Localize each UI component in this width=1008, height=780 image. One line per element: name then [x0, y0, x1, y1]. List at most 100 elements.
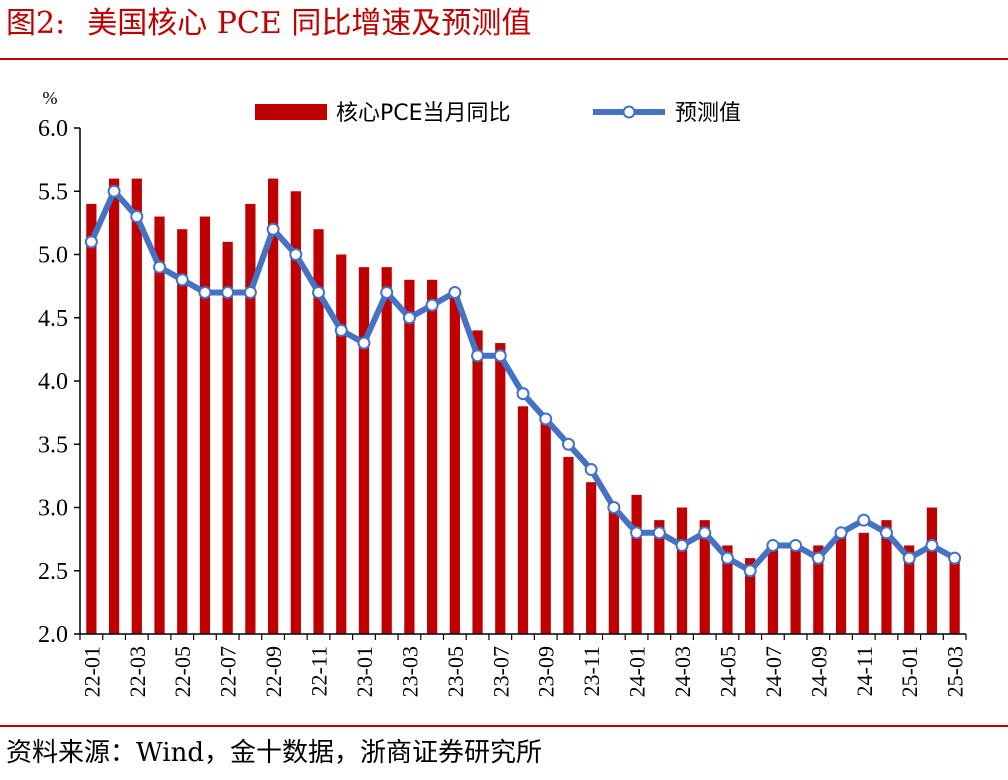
forecast-point: [153, 260, 167, 274]
x-tick-label: 23-01: [352, 646, 377, 697]
bar: [949, 558, 960, 634]
x-tick-label: 22-09: [261, 646, 286, 697]
bar: [563, 456, 574, 634]
bar: [495, 343, 506, 634]
forecast-point: [743, 564, 757, 578]
forecast-point: [84, 235, 98, 249]
x-tick-label: 23-07: [488, 646, 513, 697]
x-tick-label: 24-03: [670, 646, 695, 697]
x-tick-label: 22-01: [79, 646, 104, 697]
x-tick-label: 24-09: [806, 646, 831, 697]
bar: [676, 507, 688, 634]
pce-chart: 2.0 2.5 3.0 3.5 4.0 4.5 5.0 5.5 6.0% 22-01 22-03 22…: [38, 88, 968, 697]
y-tick-label: 4.0: [38, 369, 68, 395]
forecast-point: [539, 412, 553, 426]
bar: [245, 203, 256, 634]
legend-bar-label: 核心PCE当月同比: [336, 101, 511, 126]
forecast-point: [879, 526, 893, 540]
x-tick-label: 23-09: [534, 646, 559, 697]
y-tick-label: 3.5: [38, 432, 68, 458]
bar: [722, 545, 733, 634]
y-tick-label: 2.5: [38, 559, 68, 585]
x-tick-label: 24-05: [715, 646, 740, 697]
y-tick-label: 4.5: [38, 306, 68, 332]
forecast-point: [471, 349, 485, 363]
y-tick-label: 5.0: [38, 243, 68, 269]
y-unit-label: %: [43, 88, 58, 108]
forecast-point: [857, 513, 871, 527]
bar: [904, 545, 915, 634]
forecast-point: [334, 323, 348, 337]
bar: [427, 279, 438, 634]
forecast-point: [811, 551, 825, 565]
forecast-point: [175, 273, 189, 287]
forecast-point: [402, 311, 416, 325]
forecast-point: [652, 526, 666, 540]
forecast-point: [107, 184, 121, 198]
bar: [131, 178, 142, 634]
y-tick-label: 5.5: [38, 179, 68, 205]
forecast-point: [630, 526, 644, 540]
y-tick-label: 2.0: [38, 622, 68, 648]
chart-axes: 2.0 2.5 3.0 3.5 4.0 4.5 5.0 5.5 6.0% 22-01 22-03 22…: [38, 88, 968, 697]
bar: [336, 254, 347, 634]
title-divider: [0, 58, 1008, 60]
bar: [813, 545, 824, 634]
bar: [699, 520, 710, 634]
forecast-point: [948, 551, 962, 565]
line-series: [84, 184, 962, 578]
forecast-point: [221, 285, 235, 299]
x-tick-label: 23-11: [579, 646, 604, 697]
bar: [767, 545, 779, 634]
forecast-point: [584, 463, 598, 477]
figure-label: 图2:: [6, 6, 66, 41]
forecast-point: [698, 526, 712, 540]
bar: [313, 229, 324, 634]
forecast-point: [789, 538, 803, 552]
forecast-point: [130, 210, 144, 224]
bar: [177, 229, 188, 634]
bar: [449, 292, 460, 634]
x-tick-label: 22-03: [125, 646, 150, 697]
bar: [745, 558, 756, 634]
bar-series: [86, 178, 960, 635]
figure-title: 美国核心 PCE 同比增速及预测值: [87, 6, 532, 41]
legend-bar-swatch: [255, 104, 327, 120]
x-tick-label: 22-07: [216, 646, 241, 697]
x-tick-label: 25-03: [943, 646, 968, 697]
legend-line-marker: [622, 105, 636, 119]
forecast-point: [448, 285, 462, 299]
bar: [586, 482, 597, 634]
bar: [290, 191, 301, 634]
bar: [835, 532, 847, 634]
forecast-point: [380, 285, 394, 299]
bar: [86, 203, 97, 634]
bar: [608, 507, 619, 634]
forecast-point: [834, 526, 848, 540]
y-tick-label: 6.0: [38, 116, 68, 142]
bar: [631, 494, 642, 634]
forecast-point: [766, 538, 780, 552]
bar: [790, 545, 801, 634]
source-divider: [0, 725, 1008, 727]
bar: [472, 330, 483, 634]
bar: [199, 216, 211, 635]
x-tick-label: 22-11: [307, 646, 332, 697]
bar: [858, 532, 869, 634]
bar: [404, 279, 415, 634]
forecast-point: [675, 538, 689, 552]
legend-line-label: 预测值: [675, 101, 741, 126]
forecast-point: [516, 387, 530, 401]
bar: [540, 418, 551, 634]
bar: [517, 406, 529, 634]
forecast-point: [312, 285, 326, 299]
bar: [108, 178, 120, 634]
forecast-point: [198, 285, 212, 299]
y-tick-label: 3.0: [38, 496, 68, 522]
forecast-point: [266, 222, 280, 236]
chart-legend: 核心PCE当月同比 预测值: [255, 101, 741, 126]
forecast-point: [357, 336, 371, 350]
x-tick-label: 24-11: [852, 646, 877, 697]
x-tick-label: 24-01: [625, 646, 650, 697]
forecast-point: [289, 248, 303, 261]
